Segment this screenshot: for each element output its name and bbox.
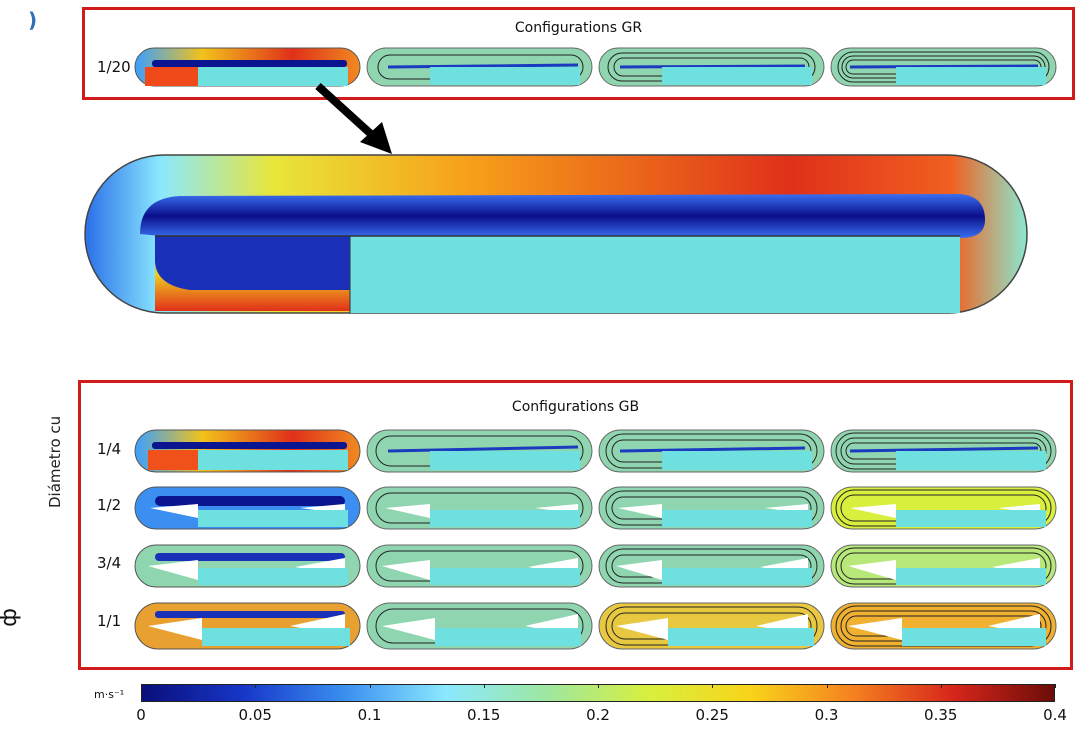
gb-frame: Configurations GB — [78, 380, 1073, 670]
colorbar-tick-label: 0.2 — [586, 706, 610, 724]
gb-row-label-4: 1/1 — [97, 612, 122, 630]
enlarged-cell — [84, 154, 1028, 314]
gr-row-label: 1/20 — [97, 58, 131, 76]
colorbar-tick-mark — [483, 684, 485, 688]
gb-row-label-3: 3/4 — [97, 554, 122, 572]
gr-small-cells — [134, 47, 1057, 87]
colorbar-tick-label: 0.25 — [695, 706, 729, 724]
gr-frame: Configurations GR — [82, 7, 1075, 100]
side-mark: ф — [0, 608, 22, 627]
gr-cell-2 — [366, 47, 593, 87]
gr-cell-1 — [134, 47, 361, 87]
gr-cell-4 — [830, 47, 1057, 87]
colorbar-tick-mark — [598, 684, 599, 688]
colorbar-tick-mark — [826, 684, 828, 688]
colorbar-tick-label: 0.35 — [924, 706, 958, 724]
zoom-arrow — [315, 83, 392, 154]
gr-cell-3 — [598, 47, 825, 87]
colorbar-tick-label: 0.15 — [467, 706, 501, 724]
gb-row-2 — [134, 486, 1057, 530]
colorbar-unit: m·s⁻¹ — [94, 688, 125, 701]
gb-row-4 — [134, 602, 1057, 650]
y-axis-label: Diámetro cu — [46, 415, 64, 508]
colorbar-tick-label: 0.05 — [238, 706, 272, 724]
colorbar-tick-label: 0 — [136, 706, 146, 724]
colorbar-tick-mark — [712, 684, 714, 688]
gb-row-label-1: 1/4 — [97, 440, 122, 458]
colorbar-tick-label: 0.3 — [814, 706, 839, 724]
colorbar-ticks: 0 0.05 0.1 0.15 0.2 0.25 0.3 0.35 0.4 — [136, 684, 1067, 730]
colorbar-tick-label: 0.4 — [1043, 706, 1067, 724]
colorbar-tick-mark — [141, 684, 142, 688]
colorbar-tick-mark — [369, 684, 371, 688]
gb-title: Configurations GB — [511, 399, 640, 415]
colorbar-tick-mark — [1055, 684, 1056, 688]
colorbar-tick-label: 0.1 — [357, 706, 382, 724]
gr-title: Configurations GR — [514, 20, 643, 36]
panel-label: ) — [28, 8, 38, 32]
colorbar-tick-mark — [940, 684, 942, 688]
gb-cells-grid — [134, 429, 1057, 650]
gb-row-label-2: 1/2 — [97, 496, 122, 514]
colorbar-tick-mark — [255, 684, 257, 688]
gb-row-3 — [134, 544, 1057, 588]
gb-row-1 — [134, 429, 1057, 473]
